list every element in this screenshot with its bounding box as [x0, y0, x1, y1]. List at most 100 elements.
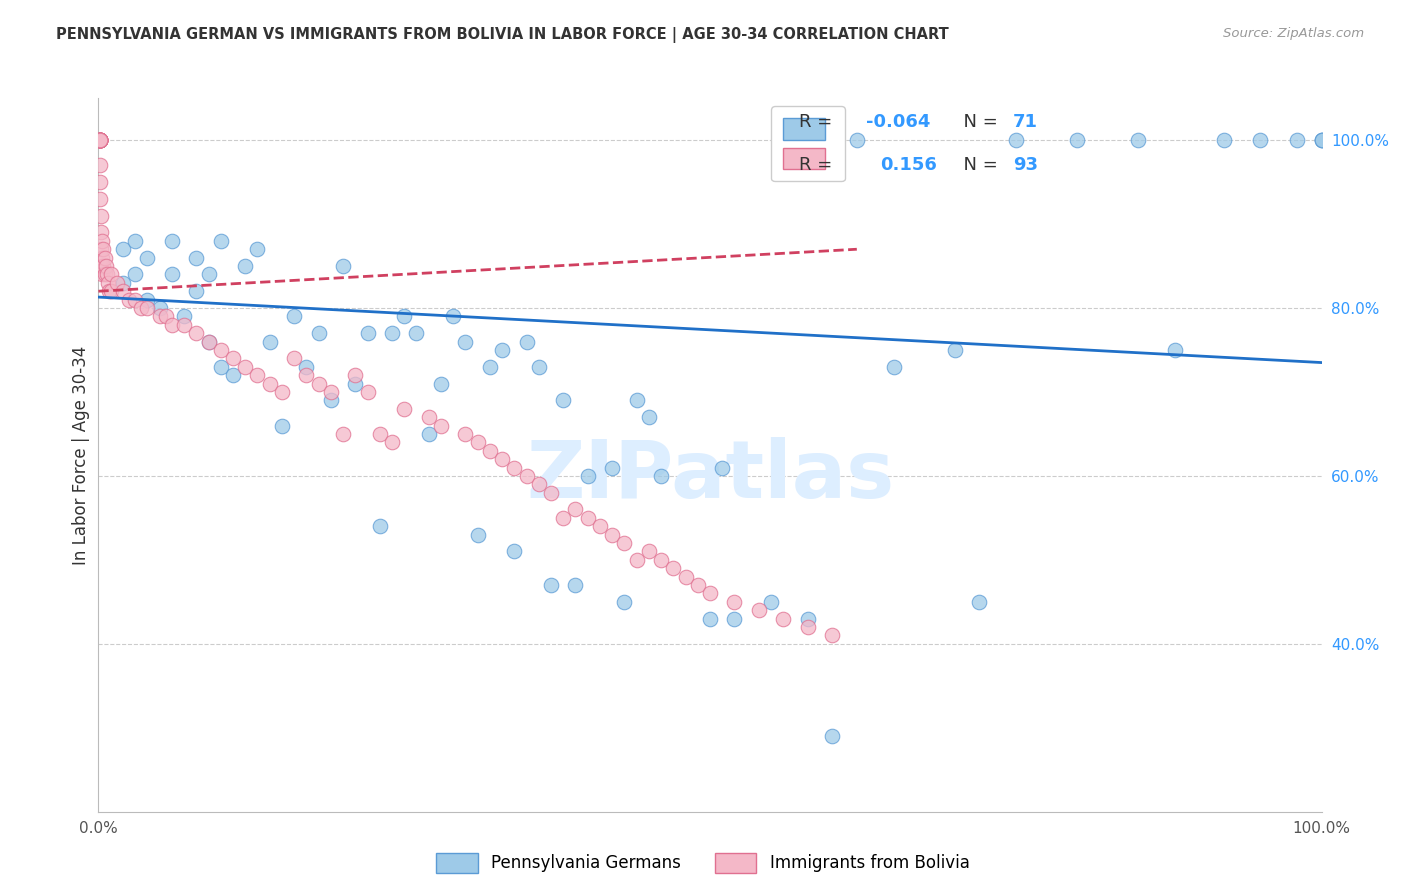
Point [540, 485, 562, 500]
Point [1310, 133, 1333, 147]
Point [344, 376, 367, 391]
Point [209, 234, 232, 248]
Point [89, 133, 111, 147]
Point [368, 519, 391, 533]
Point [233, 259, 256, 273]
Point [246, 242, 269, 256]
Point [91, 242, 114, 256]
Point [527, 477, 550, 491]
Point [576, 469, 599, 483]
Point [124, 293, 146, 307]
Point [209, 359, 232, 374]
Point [105, 276, 128, 290]
Point [797, 620, 820, 634]
Point [356, 384, 378, 399]
Point [246, 368, 269, 383]
Point [160, 234, 183, 248]
Point [90, 259, 112, 273]
Point [405, 326, 427, 341]
Point [392, 310, 416, 324]
Point [283, 351, 305, 366]
Text: 0.156: 0.156 [880, 156, 936, 174]
Point [295, 368, 318, 383]
Point [136, 301, 159, 315]
Point [699, 612, 721, 626]
Point [1004, 133, 1026, 147]
Point [491, 343, 513, 357]
Point [295, 359, 318, 374]
Point [821, 729, 844, 743]
Point [368, 426, 391, 441]
Point [308, 376, 330, 391]
Point [186, 251, 208, 265]
Point [662, 561, 685, 575]
Point [319, 393, 342, 408]
Text: 71: 71 [1014, 113, 1038, 131]
Point [650, 469, 672, 483]
Point [90, 242, 112, 256]
Point [283, 310, 305, 324]
Point [209, 343, 232, 357]
Point [1212, 133, 1234, 147]
Point [723, 612, 745, 626]
Point [89, 133, 111, 147]
Point [527, 359, 550, 374]
Point [173, 318, 195, 332]
Point [332, 426, 354, 441]
Point [467, 435, 489, 450]
Text: N =: N = [952, 156, 1004, 174]
Point [821, 628, 844, 642]
Point [155, 310, 177, 324]
Point [711, 460, 734, 475]
Point [478, 359, 501, 374]
Text: PENNSYLVANIA GERMAN VS IMMIGRANTS FROM BOLIVIA IN LABOR FORCE | AGE 30-34 CORREL: PENNSYLVANIA GERMAN VS IMMIGRANTS FROM B… [56, 27, 949, 43]
Point [149, 301, 172, 315]
Point [136, 293, 159, 307]
Point [515, 469, 537, 483]
Point [222, 351, 245, 366]
Point [686, 578, 709, 592]
Point [503, 544, 526, 558]
Point [160, 318, 183, 332]
Point [89, 133, 111, 147]
Point [478, 443, 501, 458]
Point [90, 209, 112, 223]
Point [129, 301, 152, 315]
Point [967, 595, 990, 609]
Point [160, 268, 183, 282]
Point [454, 426, 477, 441]
Point [91, 268, 114, 282]
Point [600, 527, 623, 541]
Text: R =: R = [799, 156, 844, 174]
Point [270, 418, 294, 433]
Point [381, 435, 404, 450]
Point [89, 133, 111, 147]
Point [418, 426, 440, 441]
Point [91, 234, 114, 248]
Text: ZIPatlas: ZIPatlas [526, 437, 894, 516]
Legend: , : , [772, 106, 845, 181]
Point [89, 175, 111, 189]
Point [89, 158, 111, 172]
Point [90, 226, 112, 240]
Point [89, 133, 111, 147]
Point [748, 603, 770, 617]
Point [613, 595, 636, 609]
Point [883, 359, 905, 374]
Point [96, 268, 118, 282]
Point [89, 133, 111, 147]
Point [650, 553, 672, 567]
Point [613, 536, 636, 550]
Point [197, 268, 219, 282]
Point [1310, 133, 1333, 147]
Point [98, 284, 121, 298]
Point [553, 393, 575, 408]
Legend: Pennsylvania Germans, Immigrants from Bolivia: Pennsylvania Germans, Immigrants from Bo… [430, 847, 976, 880]
Point [270, 384, 294, 399]
Point [772, 612, 794, 626]
Point [97, 276, 120, 290]
Point [259, 376, 281, 391]
Point [89, 133, 111, 147]
Point [503, 460, 526, 475]
Point [761, 595, 783, 609]
